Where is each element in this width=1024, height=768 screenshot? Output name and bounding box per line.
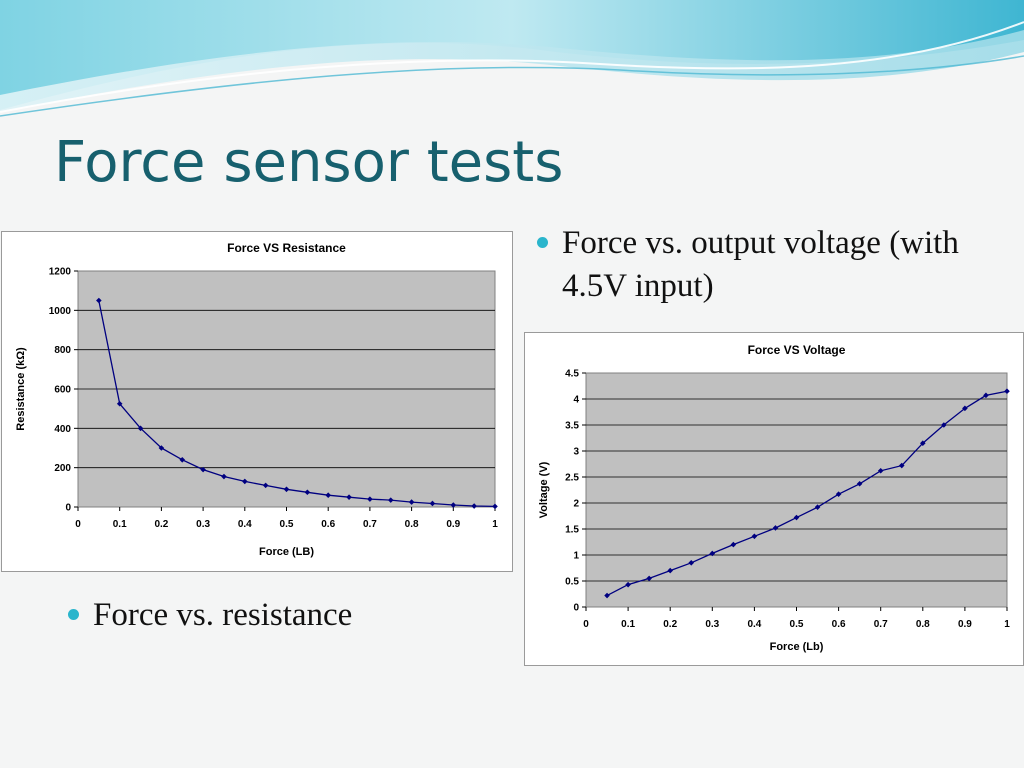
chart-resistance-title: Force VS Resistance (227, 241, 346, 255)
chart-resistance-data-point (200, 466, 206, 473)
chart-voltage-svg: Force VS Voltage 0 0.5 1 1.5 2 2.5 3 3.5 4 4.5 0 0.1… (538, 343, 1010, 653)
bullet-voltage-text: Force vs. output voltage (with 4.5V inpu… (562, 225, 959, 304)
chart-voltage-data-point (856, 480, 863, 487)
chart-resistance-ylabel: Resistance (kΩ) (15, 347, 27, 431)
chart-resistance-data-point (96, 297, 102, 304)
chart-resistance-xtick-label: 0.5 (280, 519, 294, 530)
chart-resistance-data-point (429, 500, 436, 507)
chart-resistance-data-point (346, 494, 352, 500)
chart-resistance-ytick-label: 600 (54, 385, 71, 396)
chart-resistance-xtick-label: 0.9 (446, 519, 460, 530)
bullet-voltage: Force vs. output voltage (with 4.5V inpu… (537, 222, 1002, 308)
chart-resistance-ytick-label: 400 (54, 424, 71, 435)
chart-resistance-data-point (325, 492, 331, 498)
chart-voltage-data-point (646, 575, 652, 582)
chart-voltage-ytick-label: 1 (573, 551, 579, 562)
chart-resistance-data-point (242, 478, 248, 485)
chart-resistance-data-point (262, 482, 269, 489)
chart-resistance-ytick-label: 0 (65, 503, 71, 514)
header-wave-decoration (0, 0, 1024, 117)
chart-voltage-data-point (877, 467, 884, 474)
chart-voltage-xtick-label: 0.6 (832, 619, 846, 630)
chart-voltage-xtick-label: 0.4 (747, 619, 761, 630)
chart-resistance-data-point (367, 496, 373, 502)
chart-voltage-data-point (751, 533, 758, 540)
chart-voltage-ytick-label: 2.5 (565, 473, 579, 484)
chart-voltage-title: Force VS Voltage (748, 343, 846, 357)
chart-resistance-xtick-label: 0.4 (238, 519, 252, 530)
chart-voltage-data-point (604, 592, 610, 599)
chart-voltage-xtick-label: 0 (583, 619, 589, 630)
chart-voltage-ytick-label: 4.5 (565, 369, 579, 380)
chart-voltage-data-point (814, 504, 821, 510)
chart-voltage-xtick-label: 0.9 (958, 619, 972, 630)
chart-voltage-data-point (983, 392, 989, 399)
chart-resistance-data-point (450, 502, 457, 508)
chart-resistance-ytick-label: 1000 (49, 306, 72, 317)
chart-resistance-xlabel: Force (LB) (259, 546, 314, 558)
chart-voltage-ytick-label: 3 (573, 447, 579, 458)
chart-resistance-series-line (98, 300, 496, 508)
bullet-dot-icon (537, 237, 548, 248)
chart-voltage-ytick-label: 3.5 (565, 421, 579, 432)
chart-voltage-plot-area (585, 372, 1008, 608)
chart-resistance-ytick-label: 800 (54, 345, 71, 356)
chart-force-vs-voltage: Force VS Voltage 0 0.5 1 1.5 2 2.5 3 3.5 4 4.5 0 0.1… (524, 332, 1024, 666)
chart-voltage-xtick-label: 0.8 (916, 619, 930, 630)
chart-voltage-data-point (625, 581, 631, 588)
chart-voltage-data-point (688, 560, 695, 566)
chart-resistance-xtick-label: 0.2 (154, 519, 168, 530)
chart-voltage-ylabel: Voltage (V) (538, 461, 550, 518)
chart-voltage-data-point (667, 567, 673, 574)
chart-resistance-xtick-label: 0.3 (196, 519, 210, 530)
chart-voltage-data-point (772, 525, 779, 531)
chart-voltage-data-point (793, 514, 800, 521)
chart-voltage-xtick-label: 0.5 (790, 619, 804, 630)
chart-voltage-xtick-label: 0.2 (663, 619, 677, 630)
chart-resistance-xtick-label: 0.6 (321, 519, 335, 530)
chart-resistance-xtick-label: 0.7 (363, 519, 377, 530)
chart-resistance-xtick-label: 0.8 (405, 519, 419, 530)
chart-resistance-xtick-label: 1 (492, 519, 498, 530)
chart-voltage-ytick-label: 0 (573, 603, 579, 614)
chart-resistance-data-point (408, 499, 415, 505)
chart-resistance-data-point (116, 400, 123, 407)
chart-resistance-data-point (158, 445, 165, 451)
chart-resistance-data-point (179, 457, 186, 463)
chart-resistance-ytick-label: 200 (54, 463, 71, 474)
chart-voltage-data-point (730, 541, 737, 548)
chart-voltage-xtick-label: 0.1 (621, 619, 635, 630)
chart-resistance-data-point (387, 497, 394, 503)
chart-resistance-data-point (221, 473, 227, 480)
chart-resistance-xtick-label: 0 (75, 519, 81, 530)
chart-resistance-data-point (283, 486, 290, 493)
chart-resistance-data-point (471, 503, 477, 509)
chart-voltage-xtick-label: 1 (1004, 619, 1010, 630)
bullet-resistance-text: Force vs. resistance (93, 597, 353, 633)
bullet-resistance: Force vs. resistance (68, 594, 493, 637)
chart-voltage-xtick-label: 0.3 (705, 619, 719, 630)
chart-resistance-data-point (137, 425, 144, 432)
chart-voltage-data-point (709, 550, 716, 557)
chart-voltage-series-line (606, 390, 1008, 597)
chart-voltage-xlabel: Force (Lb) (770, 641, 824, 653)
slide-title: Force sensor tests (54, 130, 564, 195)
chart-voltage-data-point (835, 491, 842, 497)
chart-force-vs-resistance: Force VS Resistance 0 200 400 600 800 1000 1200… (1, 231, 513, 572)
chart-resistance-data-point (304, 489, 311, 496)
chart-voltage-xtick-label: 0.7 (874, 619, 888, 630)
chart-voltage-ytick-label: 0.5 (565, 577, 579, 588)
chart-voltage-data-point (941, 422, 947, 428)
chart-resistance-data-point (492, 503, 498, 510)
chart-voltage-ytick-label: 2 (573, 499, 579, 510)
chart-voltage-ytick-label: 4 (573, 395, 579, 406)
chart-voltage-data-point (920, 440, 926, 446)
chart-resistance-ytick-label: 1200 (49, 267, 72, 278)
chart-voltage-ytick-label: 1.5 (565, 525, 579, 536)
chart-resistance-xtick-label: 0.1 (113, 519, 127, 530)
chart-resistance-svg: Force VS Resistance 0 200 400 600 800 1000 1200… (15, 241, 498, 558)
bullet-dot-icon (68, 609, 79, 620)
